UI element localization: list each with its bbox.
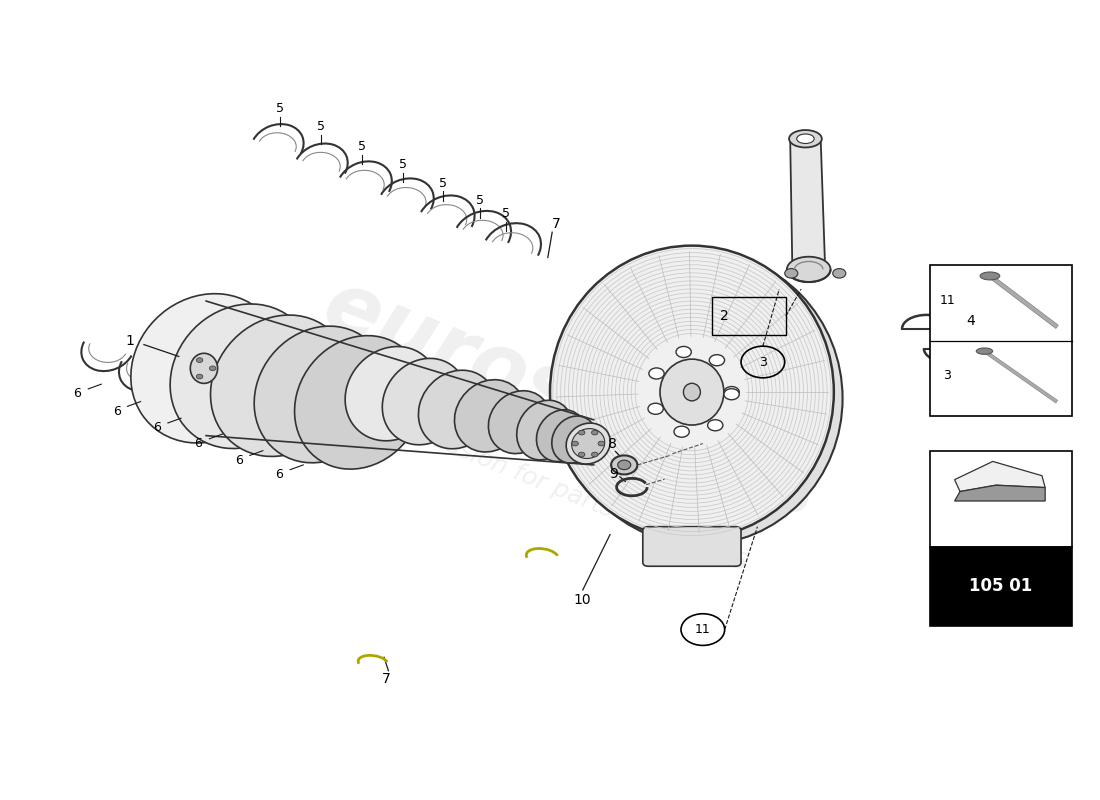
Circle shape (710, 354, 725, 366)
Polygon shape (955, 485, 1045, 501)
Circle shape (707, 420, 723, 431)
Text: 6: 6 (235, 454, 243, 466)
Text: 5: 5 (503, 207, 510, 221)
Ellipse shape (295, 336, 424, 469)
Ellipse shape (383, 358, 466, 445)
Circle shape (579, 452, 585, 457)
Ellipse shape (980, 272, 1000, 280)
Ellipse shape (572, 429, 605, 458)
Ellipse shape (550, 246, 834, 538)
Ellipse shape (190, 354, 218, 383)
Text: 3: 3 (944, 369, 952, 382)
Bar (930, 547, 1071, 626)
Circle shape (196, 358, 202, 362)
Text: 5: 5 (439, 177, 447, 190)
Text: a passion for parts since 1985: a passion for parts since 1985 (393, 413, 751, 577)
Ellipse shape (552, 416, 596, 463)
Circle shape (676, 346, 691, 358)
Ellipse shape (559, 252, 843, 545)
Circle shape (598, 441, 605, 446)
Ellipse shape (454, 380, 526, 452)
Circle shape (649, 368, 664, 379)
Bar (712, 297, 785, 335)
Circle shape (674, 426, 690, 438)
Ellipse shape (210, 315, 350, 457)
Text: 5: 5 (398, 158, 407, 171)
Text: 4: 4 (966, 314, 975, 328)
Text: 1: 1 (125, 334, 134, 348)
Circle shape (724, 386, 739, 398)
Circle shape (592, 430, 598, 435)
Bar (930, 266, 1071, 416)
FancyBboxPatch shape (642, 526, 741, 566)
Text: 7: 7 (552, 218, 561, 231)
Text: 8: 8 (608, 437, 617, 450)
Bar (930, 451, 1071, 547)
Text: 7: 7 (382, 672, 390, 686)
Text: 5: 5 (317, 120, 324, 134)
Circle shape (612, 455, 637, 474)
Ellipse shape (683, 383, 701, 401)
Ellipse shape (537, 410, 585, 462)
Ellipse shape (254, 326, 387, 462)
Ellipse shape (170, 304, 315, 449)
Text: 2: 2 (720, 309, 729, 323)
Circle shape (784, 269, 798, 278)
Polygon shape (955, 462, 1045, 491)
Text: eurospares: eurospares (312, 264, 832, 536)
Text: 6: 6 (275, 468, 283, 481)
Ellipse shape (488, 390, 550, 454)
Ellipse shape (786, 257, 830, 282)
Circle shape (572, 441, 579, 446)
Polygon shape (790, 138, 825, 270)
Ellipse shape (566, 423, 610, 464)
Circle shape (648, 403, 663, 414)
Ellipse shape (418, 370, 496, 449)
Text: 5: 5 (359, 140, 366, 153)
Text: 6: 6 (74, 387, 81, 400)
Text: 6: 6 (195, 437, 202, 450)
Ellipse shape (789, 130, 822, 147)
Circle shape (833, 269, 846, 278)
Text: 10: 10 (574, 593, 592, 606)
Text: 6: 6 (153, 422, 161, 434)
Circle shape (618, 460, 630, 470)
Text: 11: 11 (939, 294, 955, 306)
Circle shape (196, 374, 202, 379)
Text: 9: 9 (609, 467, 618, 482)
Text: 11: 11 (695, 623, 711, 636)
Ellipse shape (131, 294, 282, 443)
Ellipse shape (660, 359, 724, 425)
Text: 6: 6 (112, 405, 121, 418)
Circle shape (579, 430, 585, 435)
Text: 105 01: 105 01 (969, 578, 1033, 595)
Ellipse shape (517, 400, 572, 460)
Ellipse shape (345, 346, 438, 441)
Ellipse shape (796, 134, 814, 143)
Circle shape (724, 389, 739, 400)
Text: 5: 5 (276, 102, 285, 115)
Text: 5: 5 (476, 194, 484, 207)
Circle shape (592, 452, 598, 457)
Ellipse shape (977, 348, 992, 354)
Circle shape (209, 366, 216, 370)
Text: 3: 3 (759, 355, 767, 369)
